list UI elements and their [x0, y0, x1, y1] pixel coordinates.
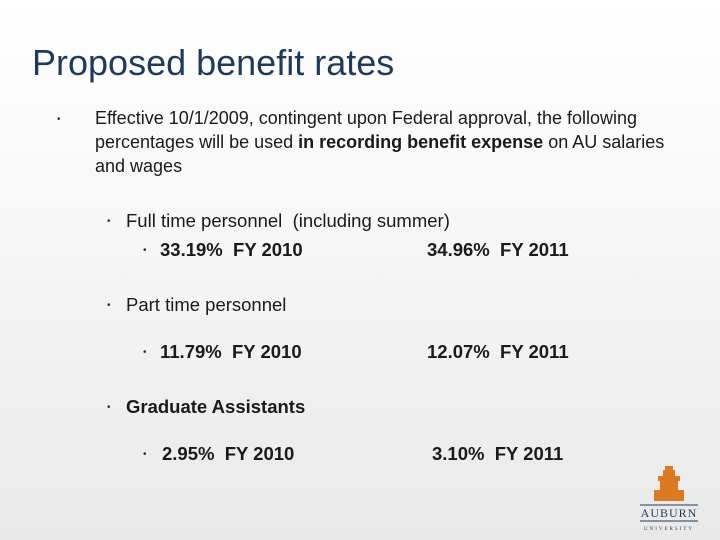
rate: 33.19% FY 2010 [160, 239, 303, 260]
bullet: • [143, 245, 147, 256]
rate: 11.79% FY 2010 [160, 341, 302, 362]
bullet: • [107, 300, 111, 311]
group-label: Part time personnel [126, 294, 287, 315]
logo-tower [654, 466, 684, 501]
bullet: • [107, 216, 111, 227]
group-label: Graduate Assistants [126, 396, 306, 417]
intro-part: Effective 10/1/2009, contingent upon Fed… [95, 108, 638, 152]
rate: 34.96% FY 2011 [427, 239, 569, 260]
logo-name: AUBURN [641, 506, 698, 520]
bullet: • [57, 114, 61, 125]
bullet: • [107, 402, 111, 413]
logo-subtitle: UNIVERSITY [644, 527, 694, 532]
rate: 12.07% FY 2011 [427, 341, 569, 362]
rate: 3.10% FY 2011 [432, 443, 564, 464]
logo: AUBURN UNIVERSITY [640, 466, 698, 532]
intro-emphasis: in recording benefit expense [298, 132, 544, 152]
group-label: Full time personnel (including summer) [126, 210, 450, 231]
intro-part: on AU salaries and wages [95, 132, 665, 176]
slide-title: Proposed benefit rates [32, 42, 395, 83]
bullet: • [143, 347, 147, 358]
rate: 2.95% FY 2010 [162, 443, 295, 464]
intro-text: Effective 10/1/2009, contingent upon Fed… [95, 106, 695, 178]
bullet: • [143, 449, 147, 460]
